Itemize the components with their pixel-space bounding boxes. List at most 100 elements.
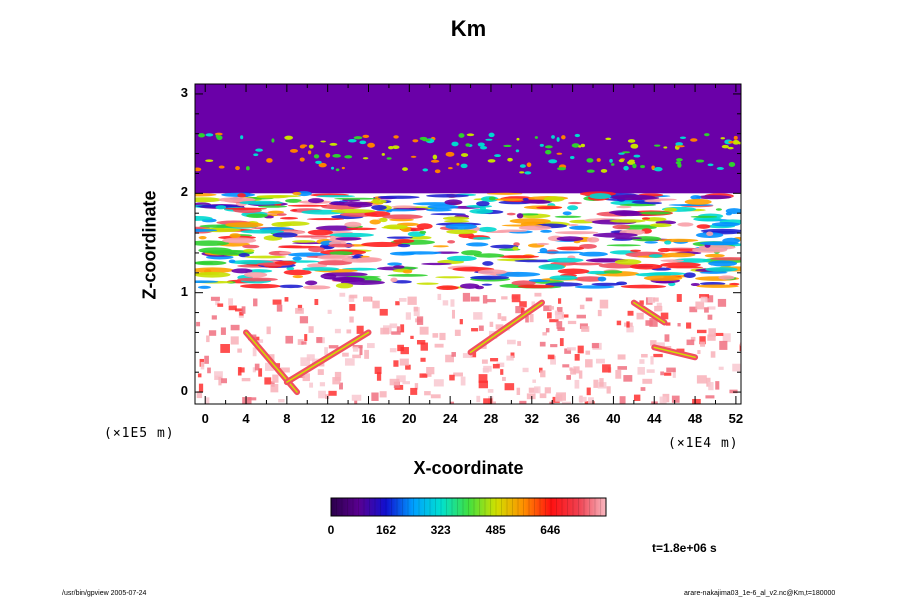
lower-blob	[519, 400, 527, 404]
upper-speckle	[451, 141, 459, 147]
upper-speckle	[618, 152, 625, 155]
turbulent-streak	[591, 282, 622, 286]
turbulent-streak	[574, 276, 606, 282]
turbulent-streak	[664, 240, 672, 245]
lower-blob	[265, 362, 274, 371]
lower-blob	[405, 312, 411, 320]
turbulent-streak	[445, 223, 478, 230]
upper-speckle	[266, 158, 273, 163]
lower-blob	[483, 398, 493, 404]
lower-blob	[196, 321, 201, 327]
lower-blob	[352, 354, 362, 359]
lower-blob	[570, 368, 577, 375]
lower-blob	[314, 298, 319, 306]
turbulent-streak	[644, 199, 662, 203]
upper-speckle	[551, 135, 555, 139]
turbulent-streak	[690, 282, 700, 287]
lower-blob	[686, 339, 695, 346]
lower-blob	[653, 353, 663, 358]
turbulent-streak	[427, 204, 459, 210]
upper-speckle	[299, 157, 305, 162]
turbulent-streak	[536, 242, 550, 246]
lower-blob	[280, 367, 290, 373]
turbulent-streak	[611, 194, 656, 201]
upper-speckle	[586, 158, 594, 163]
lower-blob	[397, 344, 404, 352]
turbulent-streak	[371, 204, 387, 211]
lower-blob	[539, 341, 546, 347]
lower-blob	[616, 320, 622, 326]
upper-speckle	[526, 162, 532, 168]
turbulent-streak	[279, 217, 299, 220]
turbulent-streak	[240, 229, 285, 234]
turbulent-streak	[597, 276, 607, 282]
turbulent-streak	[292, 256, 302, 261]
lower-blob	[507, 339, 516, 345]
lower-blob	[379, 308, 388, 316]
lower-blob	[520, 307, 525, 316]
upper-speckle	[240, 135, 244, 140]
lower-blob	[481, 359, 488, 364]
lower-blob	[696, 375, 707, 384]
lower-blob	[197, 373, 202, 378]
turbulent-streak	[495, 271, 541, 277]
lower-blob	[433, 379, 444, 387]
x-tick-label: 32	[524, 411, 540, 426]
turbulent-streak	[639, 211, 672, 215]
lower-blob	[739, 344, 741, 352]
turbulent-streak	[554, 231, 599, 235]
lower-blob	[328, 345, 339, 349]
lower-blob	[606, 386, 611, 394]
lower-blob	[454, 329, 461, 336]
turbulent-streak	[705, 267, 738, 272]
upper-speckle	[618, 159, 625, 163]
plume-core	[633, 301, 666, 324]
turbulent-streak	[316, 195, 356, 198]
lower-blob	[339, 292, 346, 297]
lower-blob	[710, 351, 716, 358]
lower-blob	[239, 367, 245, 373]
turbulent-streak	[383, 224, 408, 230]
turbulent-streak	[223, 207, 268, 210]
lower-blob	[426, 366, 435, 375]
turbulent-streak	[589, 193, 612, 200]
lower-blob	[573, 366, 580, 374]
lower-blob	[739, 342, 741, 346]
turbulent-streak	[435, 276, 465, 279]
upper-speckle	[347, 138, 357, 143]
upper-speckle	[341, 166, 345, 170]
lower-blob	[705, 395, 715, 399]
lower-blob	[639, 359, 645, 364]
lower-blob	[639, 300, 644, 305]
upper-speckle	[392, 145, 400, 150]
lower-blob	[664, 372, 672, 376]
lower-blob	[328, 390, 337, 396]
turbulent-streak	[340, 280, 385, 285]
lower-blob	[547, 312, 552, 319]
lower-blob	[420, 342, 428, 351]
lower-blob	[380, 327, 390, 335]
turbulent-streak	[620, 284, 667, 289]
upper-speckle	[586, 169, 595, 173]
colorbar-tick-label: 646	[540, 523, 561, 537]
turbulent-streak	[547, 257, 584, 263]
upper-speckle	[422, 168, 429, 172]
turbulent-streak	[715, 208, 722, 211]
lower-blob	[692, 398, 701, 404]
lower-blob	[252, 367, 256, 373]
lower-blob	[396, 375, 406, 383]
turbulent-streak	[718, 275, 735, 280]
lower-blob	[579, 304, 585, 310]
lower-blob	[645, 320, 653, 326]
lower-blob	[220, 327, 226, 335]
turbulent-streak	[579, 243, 597, 249]
lower-blob	[556, 392, 566, 401]
upper-speckle	[235, 165, 240, 171]
lower-blob	[471, 328, 479, 332]
turbulent-streak	[614, 259, 642, 265]
lower-blob	[729, 389, 738, 394]
lower-blob	[707, 334, 716, 341]
turbulent-streak	[195, 215, 213, 221]
lower-blob	[626, 321, 630, 328]
lower-blob	[439, 332, 446, 341]
